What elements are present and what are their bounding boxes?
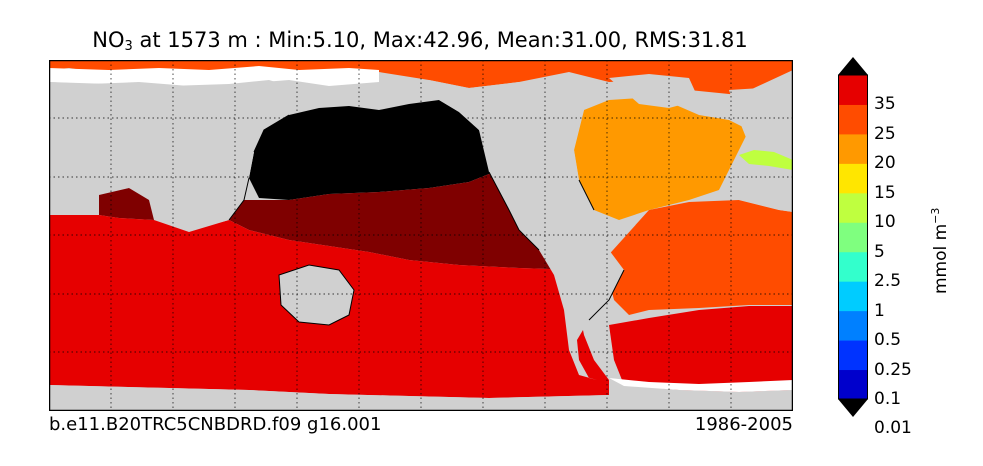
asia-landmass bbox=[49, 80, 289, 228]
time-period: 1986-2005 bbox=[694, 414, 793, 435]
colorbar bbox=[838, 57, 868, 417]
title-stats: at 1573 m : Min:5.10, Max:42.96, Mean:31… bbox=[132, 28, 748, 52]
coastline bbox=[228, 114, 625, 326]
colorbar-tick-label: 25 bbox=[874, 123, 896, 144]
north-atlantic-region bbox=[574, 98, 749, 220]
colorbar-segment bbox=[838, 281, 868, 312]
colorbar-unit-label: mmol m−3 bbox=[929, 191, 951, 311]
colorbar-segment bbox=[838, 251, 868, 282]
case-name: b.e11.B20TRC5CNBDRD.f09 g16.001 bbox=[49, 414, 382, 435]
americas-landmass bbox=[379, 80, 624, 380]
colorbar-tick-label: 10 bbox=[874, 212, 896, 233]
colorbar-extend-max bbox=[838, 57, 868, 75]
equatorial-pacific-region bbox=[229, 172, 579, 270]
south-atlantic-region bbox=[604, 200, 793, 315]
colorbar-tick-label: 0.5 bbox=[874, 330, 902, 351]
greenland-landmass bbox=[609, 74, 699, 108]
arctic-white bbox=[49, 66, 379, 86]
colorbar-tick-label: 15 bbox=[874, 182, 896, 203]
antarctic-white bbox=[609, 378, 793, 392]
colorbar-tick-label: 0.01 bbox=[874, 418, 912, 439]
colorbar-segment bbox=[838, 104, 868, 135]
africa-landmass bbox=[719, 170, 793, 212]
colorbar-segment bbox=[838, 340, 868, 371]
colorbar-segment bbox=[838, 310, 868, 341]
plot-title: NO3 at 1573 m : Min:5.10, Max:42.96, Mea… bbox=[0, 28, 840, 54]
colorbar-border bbox=[838, 74, 868, 400]
europe-landmass bbox=[729, 86, 793, 152]
colorbar-tick-label: 35 bbox=[874, 94, 896, 115]
ocean-map bbox=[49, 60, 793, 411]
south-atlantic-lower-region bbox=[609, 306, 793, 392]
unit-base: mmol m bbox=[930, 223, 951, 295]
colorbar-tick-label: 20 bbox=[874, 153, 896, 174]
unit-exponent: −3 bbox=[929, 207, 943, 224]
colorbar-tick-label: 0.25 bbox=[874, 359, 912, 380]
colorbar-extend-min bbox=[838, 399, 868, 417]
title-variable: NO bbox=[92, 28, 125, 52]
colorbar-tick-label: 1 bbox=[874, 300, 885, 321]
colorbar-tick-label: 5 bbox=[874, 241, 885, 262]
north-pacific-region bbox=[249, 100, 494, 200]
colorbar-segment bbox=[838, 369, 868, 400]
colorbar-segment bbox=[838, 75, 868, 105]
title-variable-subscript: 3 bbox=[124, 39, 133, 54]
arabian-sea-region bbox=[99, 188, 154, 220]
colorbar-segment bbox=[838, 222, 868, 253]
colorbar-tick-label: 0.1 bbox=[874, 389, 902, 409]
colorbar-segment bbox=[838, 163, 868, 194]
map-border bbox=[49, 60, 793, 411]
colorbar-segment bbox=[838, 192, 868, 223]
mediterranean-region bbox=[739, 150, 793, 170]
australia-landmass bbox=[279, 265, 354, 325]
colorbar-segment bbox=[838, 133, 868, 164]
colorbar-tick-label: 2.5 bbox=[874, 271, 902, 292]
